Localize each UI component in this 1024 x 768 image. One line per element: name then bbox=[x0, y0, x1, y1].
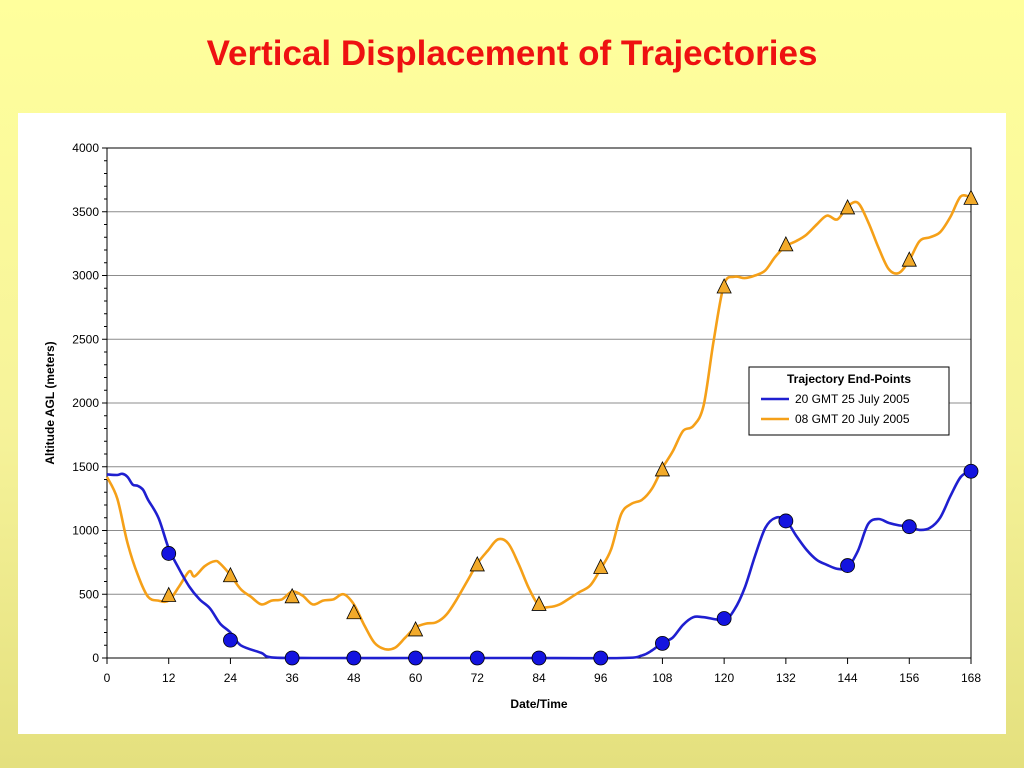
series-1-marker bbox=[469, 650, 485, 666]
series-2-marker bbox=[161, 586, 177, 602]
series-1-marker bbox=[655, 635, 670, 651]
series-2-marker bbox=[839, 199, 856, 215]
y-tick-label: 4000 bbox=[72, 141, 99, 155]
x-tick-label: 60 bbox=[409, 671, 423, 685]
series-1-marker bbox=[284, 650, 300, 666]
legend-title: Trajectory End-Points bbox=[787, 372, 911, 386]
series-1-marker bbox=[531, 650, 547, 666]
y-tick-label: 0 bbox=[92, 651, 99, 665]
x-tick-label: 72 bbox=[471, 671, 485, 685]
series-1-marker bbox=[408, 650, 423, 666]
x-tick-label: 108 bbox=[652, 671, 672, 685]
series-1-marker bbox=[346, 650, 362, 666]
x-axis-title: Date/Time bbox=[510, 697, 567, 711]
series-2-marker bbox=[469, 556, 485, 572]
x-tick-label: 156 bbox=[899, 671, 919, 685]
series-1-marker bbox=[963, 463, 979, 479]
series-1-marker bbox=[840, 558, 855, 573]
line-chart: 0 500 1000 1500 2000 2500 3000 3500 4000 0 12 24 36 4… bbox=[43, 141, 981, 711]
series-2-marker bbox=[284, 587, 300, 604]
x-tick-label: 36 bbox=[285, 671, 299, 685]
y-tick-label: 3000 bbox=[72, 269, 99, 283]
x-tick-label: 96 bbox=[594, 671, 608, 685]
series-1-marker bbox=[901, 519, 917, 535]
x-tick-label: 12 bbox=[162, 671, 176, 685]
x-tick-label: 132 bbox=[776, 671, 796, 685]
series-2-marker bbox=[593, 558, 609, 574]
slide-title: Vertical Displacement of Trajectories bbox=[206, 34, 818, 73]
series-1-marker bbox=[716, 611, 732, 626]
x-tick-label: 84 bbox=[532, 671, 546, 685]
series-2-marker bbox=[222, 566, 239, 583]
y-tick-label: 2500 bbox=[72, 332, 99, 346]
series-2-marker bbox=[901, 251, 917, 267]
x-tick-label: 144 bbox=[838, 671, 858, 685]
chart-panel: 0 500 1000 1500 2000 2500 3000 3500 4000 0 12 24 36 4… bbox=[18, 113, 1006, 734]
series-2-marker bbox=[778, 236, 794, 252]
series-1-marker bbox=[161, 546, 177, 561]
legend-label-1: 20 GMT 25 July 2005 bbox=[795, 392, 910, 406]
y-tick-label: 500 bbox=[79, 587, 99, 601]
x-tick-label: 48 bbox=[347, 671, 361, 685]
series-2-marker bbox=[346, 603, 362, 620]
legend-label-2: 08 GMT 20 July 2005 bbox=[795, 412, 910, 426]
series-2-marker bbox=[963, 189, 979, 205]
x-tick-label: 120 bbox=[714, 671, 734, 685]
series-1-marker bbox=[223, 632, 238, 648]
y-tick-label: 2000 bbox=[72, 396, 99, 410]
y-tick-label: 1500 bbox=[72, 460, 99, 474]
y-axis-title: Altitude AGL (meters) bbox=[43, 341, 57, 464]
series-line-2 bbox=[105, 193, 972, 651]
series-2-marker bbox=[531, 595, 547, 611]
series-2-marker bbox=[654, 461, 671, 477]
series-2-marker bbox=[716, 278, 732, 294]
series-1-marker bbox=[778, 513, 794, 529]
x-tick-label: 168 bbox=[961, 671, 981, 685]
y-tick-label: 1000 bbox=[72, 524, 99, 538]
x-tick-label: 24 bbox=[224, 671, 238, 685]
x-tick-label: 0 bbox=[104, 671, 111, 685]
legend-box bbox=[748, 366, 950, 436]
y-tick-label: 3500 bbox=[72, 205, 99, 219]
series-1-marker bbox=[593, 650, 609, 666]
series-2-marker bbox=[407, 621, 424, 637]
